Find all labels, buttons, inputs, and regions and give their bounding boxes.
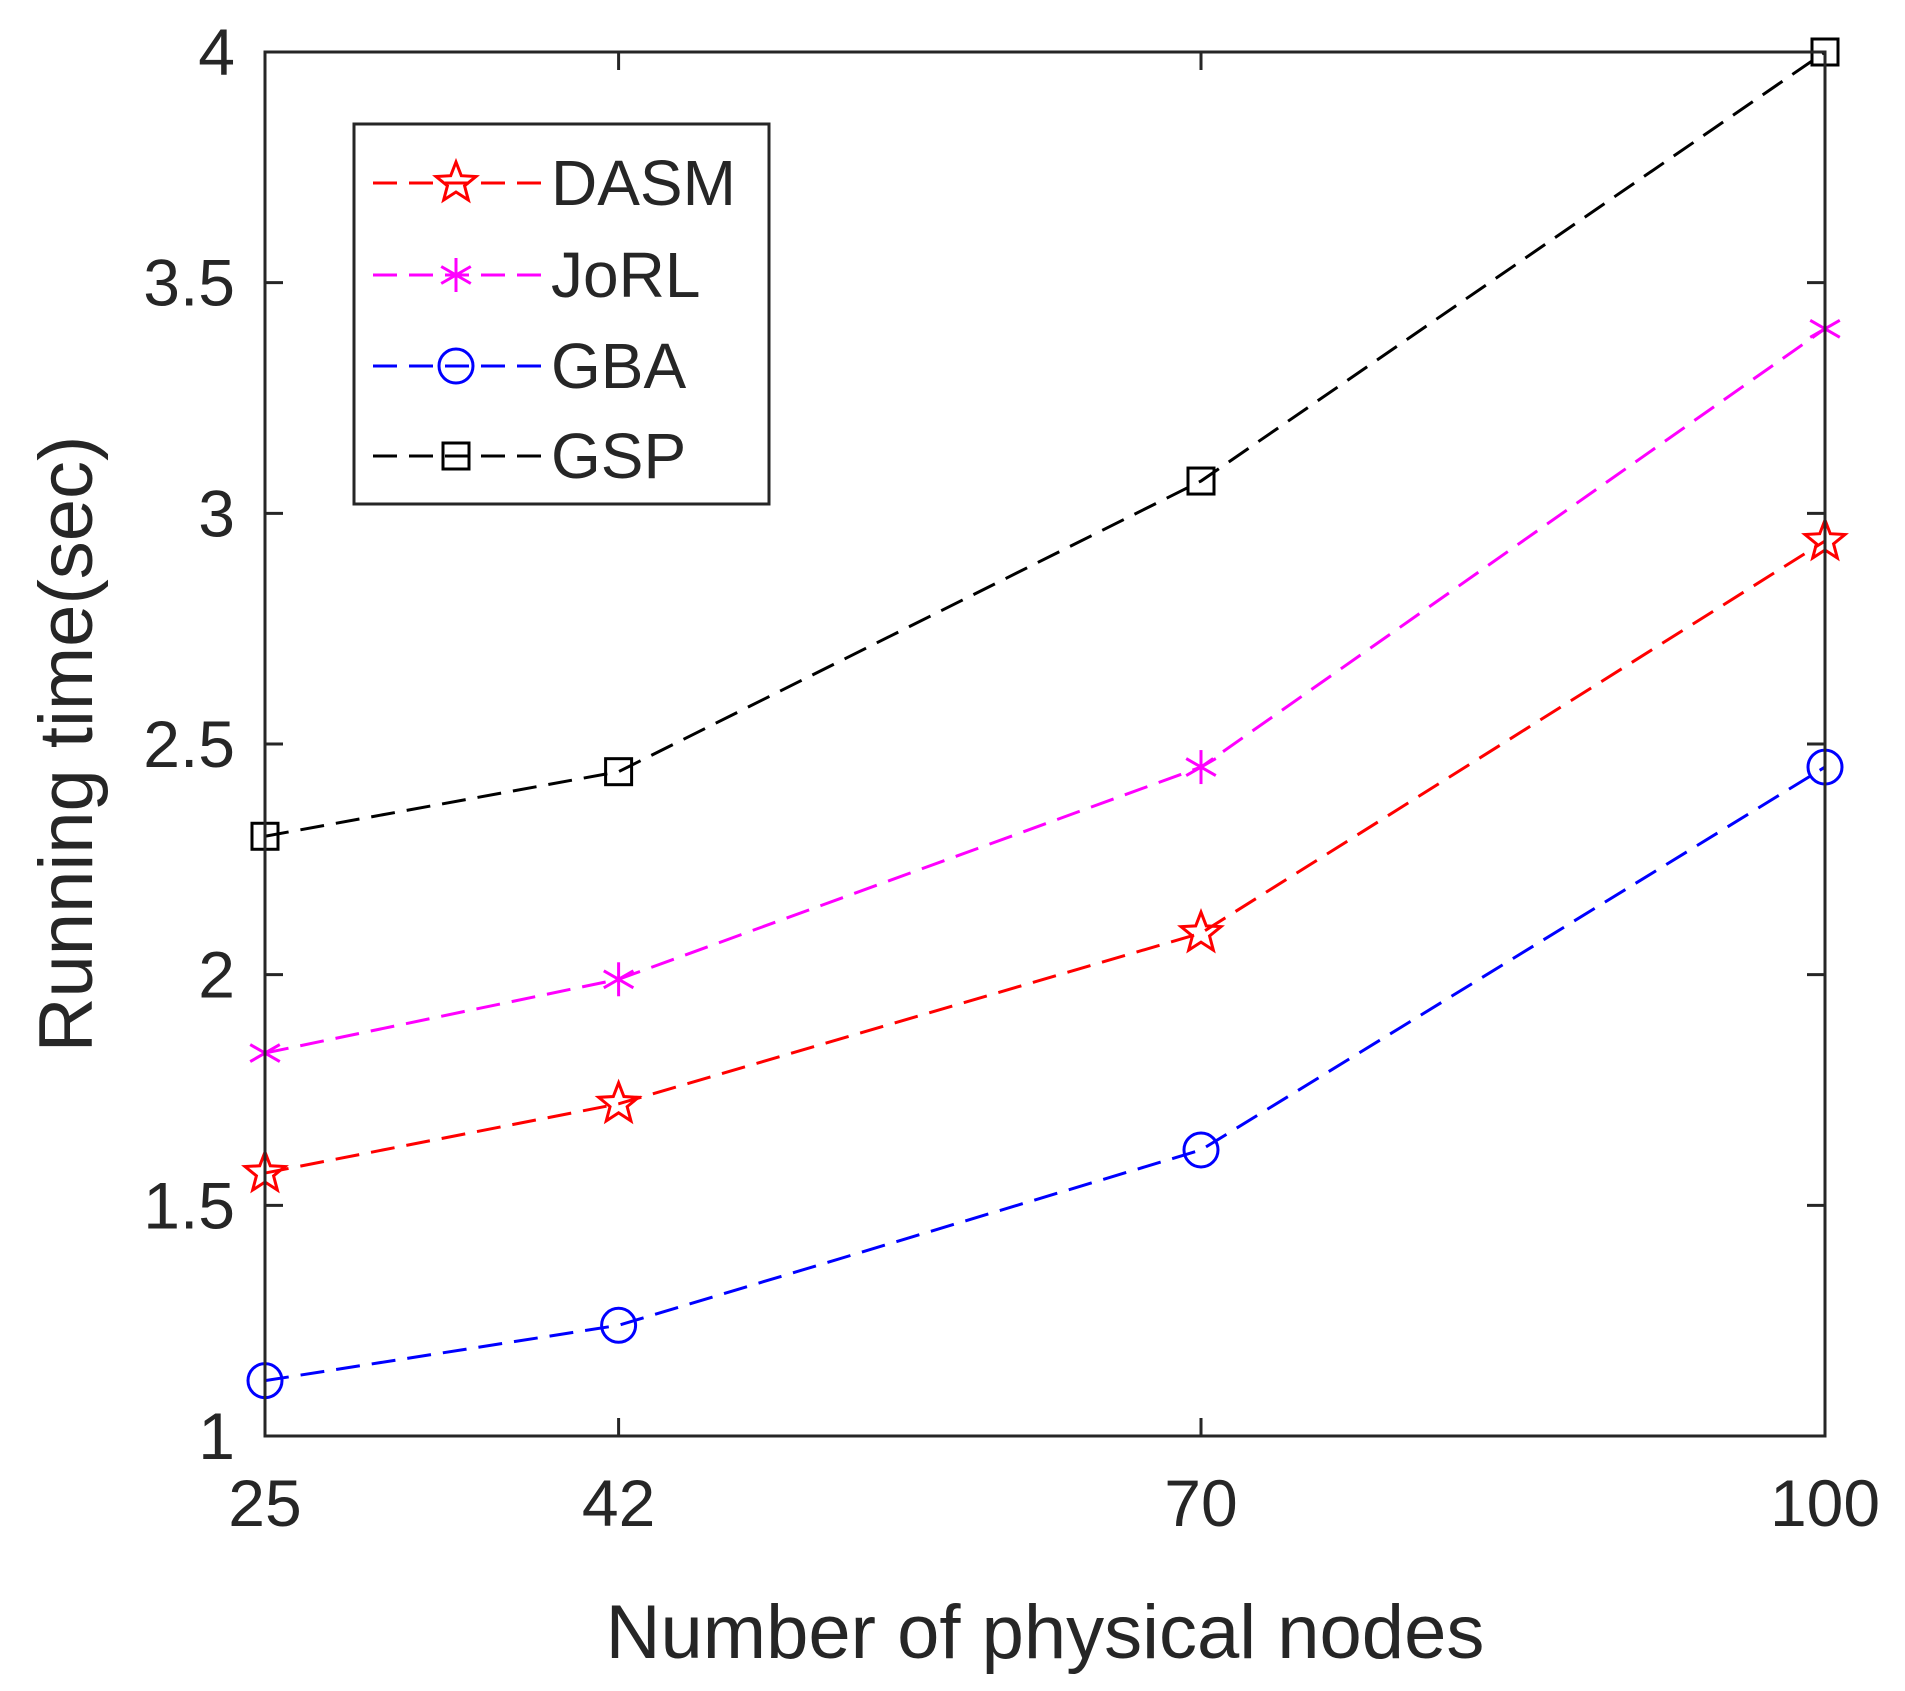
circle-marker <box>600 1306 638 1344</box>
y-tick-label-2-5: 2.5 <box>143 707 235 781</box>
legend-entry-jorl: JoRL <box>373 239 700 311</box>
point-jorl-42 <box>603 962 635 997</box>
y-tick-label-4: 4 <box>198 15 235 89</box>
legend-entry-gsp: GSP <box>373 420 686 492</box>
legend: DASM JoRL GBA GSP <box>352 122 771 506</box>
square-marker <box>604 757 634 787</box>
y-tick-label-3-5: 3.5 <box>143 246 235 320</box>
y-tick-label-1: 1 <box>198 1399 235 1473</box>
legend-marker-gba <box>437 347 475 385</box>
circle-marker <box>437 347 475 385</box>
square-marker <box>441 441 471 471</box>
legend-marker-gsp <box>441 441 471 471</box>
point-dasm-70 <box>1177 907 1225 954</box>
star-marker <box>594 1078 643 1125</box>
y-tick-label-2: 2 <box>198 938 235 1012</box>
series-line-jorl <box>264 327 1826 1055</box>
circle-marker <box>1182 1131 1220 1169</box>
x-tick-label-70: 70 <box>1164 1466 1237 1540</box>
tick-labels: 25 42 70 100 1 1.5 2 2.5 3 3.5 4 <box>143 15 1880 1540</box>
legend-label-gsp: GSP <box>551 420 686 492</box>
series-line-dasm <box>264 539 1826 1175</box>
legend-label-jorl: JoRL <box>551 239 700 311</box>
square-marker <box>1186 466 1216 496</box>
legend-box <box>352 122 771 506</box>
point-gba-42 <box>600 1306 638 1344</box>
star-marker <box>432 157 480 204</box>
asterisk-stroke <box>603 969 635 990</box>
y-tick-label-3: 3 <box>198 476 235 550</box>
x-tick-label-100: 100 <box>1770 1466 1880 1540</box>
legend-marker-dasm <box>432 157 480 204</box>
x-tick-label-25: 25 <box>228 1466 301 1540</box>
legend-entry-dasm: DASM <box>373 147 736 219</box>
series-group <box>241 37 1849 1400</box>
asterisk-stroke <box>440 265 472 285</box>
legend-entry-gba: GBA <box>373 330 686 402</box>
point-jorl-70 <box>1185 750 1217 785</box>
point-gsp-70 <box>1186 466 1216 496</box>
x-axis-label: Number of physical nodes <box>606 1590 1485 1675</box>
plot-frame <box>263 50 1827 1438</box>
y-axis-label: Running time(sec) <box>24 436 109 1053</box>
point-gsp-42 <box>604 757 634 787</box>
series-line-gba <box>264 765 1826 1383</box>
point-gba-70 <box>1182 1131 1220 1169</box>
x-tick-label-42: 42 <box>582 1466 655 1540</box>
star-marker <box>1177 907 1225 954</box>
legend-label-dasm: DASM <box>551 147 736 219</box>
asterisk-stroke <box>1185 757 1217 777</box>
legend-marker-jorl <box>440 258 472 292</box>
legend-label-gba: GBA <box>551 330 686 402</box>
y-tick-label-1-5: 1.5 <box>143 1168 235 1242</box>
series-line-gsp <box>264 50 1826 838</box>
point-dasm-42 <box>594 1078 643 1125</box>
